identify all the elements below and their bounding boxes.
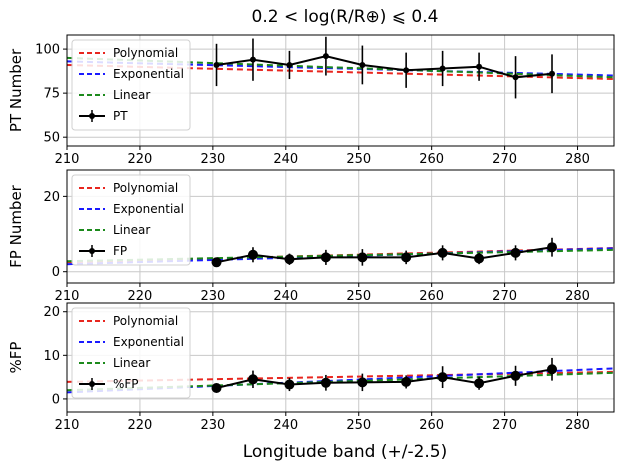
data-point xyxy=(320,252,331,263)
x-tick-label: 250 xyxy=(346,289,371,304)
legend-label: Exponential xyxy=(113,202,184,216)
legend-box xyxy=(71,307,191,399)
data-line xyxy=(216,368,553,389)
data-point xyxy=(512,74,519,81)
data-point xyxy=(211,257,222,268)
legend-label: Polynomial xyxy=(113,46,178,60)
data-point xyxy=(284,379,295,390)
data-point xyxy=(403,67,410,74)
legend: Polynomial Exponential Linear PT xyxy=(71,39,191,131)
x-tick-label: 220 xyxy=(128,289,153,304)
data-point xyxy=(476,63,483,70)
data-point xyxy=(213,61,220,68)
data-point xyxy=(247,374,258,385)
chart-title: 0.2 < log(R/R⊕) ⩽ 0.4 xyxy=(252,7,439,27)
data-point xyxy=(437,372,448,383)
x-tick-label: 240 xyxy=(273,152,298,167)
x-tick-label: 240 xyxy=(273,289,298,304)
x-tick-label: 270 xyxy=(492,152,517,167)
legend-label: Linear xyxy=(113,356,150,370)
y-axis-label: %FP xyxy=(7,342,25,374)
legend-swatch-marker xyxy=(89,381,95,387)
data-point xyxy=(357,377,368,388)
x-tick-label: 270 xyxy=(492,418,517,433)
y-axis-label: FP Number xyxy=(7,184,25,268)
legend-box xyxy=(71,39,191,131)
legend: Polynomial Exponential Linear FP xyxy=(71,174,191,266)
x-tick-label: 210 xyxy=(55,152,80,167)
data-point xyxy=(547,242,558,253)
y-tick-label: 20 xyxy=(43,190,60,205)
y-tick-label: 0 xyxy=(52,392,60,407)
data-point xyxy=(359,61,366,68)
data-point xyxy=(549,70,556,77)
x-tick-label: 220 xyxy=(128,152,153,167)
data-point xyxy=(211,383,222,394)
legend-label: FP xyxy=(113,244,127,258)
legend-label: PT xyxy=(113,109,128,123)
x-tick-label: 250 xyxy=(346,418,371,433)
x-tick-label: 220 xyxy=(128,418,153,433)
y-tick-label: 75 xyxy=(43,87,60,102)
data-point xyxy=(401,252,412,263)
x-tick-label: 280 xyxy=(565,152,590,167)
data-point xyxy=(286,61,293,68)
x-tick-label: 280 xyxy=(565,418,590,433)
panel-1: 210 220 230 240 250 260 270 280 50 75 100 PT Number… xyxy=(7,34,615,167)
legend-label: Linear xyxy=(113,88,150,102)
data-point xyxy=(474,378,485,389)
data-point xyxy=(510,370,521,381)
data-point xyxy=(437,247,448,258)
y-tick-label: 20 xyxy=(43,305,60,320)
y-tick-label: 100 xyxy=(35,43,60,58)
data-line xyxy=(216,55,553,79)
data-line xyxy=(216,246,553,264)
legend-box xyxy=(71,174,191,266)
data-point xyxy=(401,376,412,387)
data-point xyxy=(357,252,368,263)
axes-frame xyxy=(66,34,615,147)
axes-frame xyxy=(66,302,615,413)
y-tick-label: 10 xyxy=(43,349,60,364)
data-point xyxy=(439,65,446,72)
legend: Polynomial Exponential Linear %FP xyxy=(71,307,191,399)
x-tick-label: 240 xyxy=(273,418,298,433)
y-tick-label: 50 xyxy=(43,131,60,146)
x-axis-label: Longitude band (+/-2.5) xyxy=(243,442,448,462)
data-point xyxy=(510,247,521,258)
x-tick-label: 260 xyxy=(419,152,444,167)
legend-label: Linear xyxy=(113,223,150,237)
panel-3: 210 220 230 240 250 260 270 28001020%FPPolynomi… xyxy=(7,302,615,433)
x-tick-label: 230 xyxy=(200,418,225,433)
axes-frame xyxy=(66,169,615,284)
legend-swatch-marker xyxy=(89,113,95,119)
data-point xyxy=(320,377,331,388)
y-axis-label: PT Number xyxy=(7,48,25,132)
x-tick-label: 260 xyxy=(419,418,444,433)
x-tick-label: 230 xyxy=(200,152,225,167)
legend-label: Exponential xyxy=(113,335,184,349)
x-tick-label: 280 xyxy=(565,289,590,304)
data-point xyxy=(284,254,295,265)
legend-label: Exponential xyxy=(113,67,184,81)
panel-2: 210 220 230 240 250 260 270 280 0 20 FP Number Poly… xyxy=(7,169,615,304)
legend-label: %FP xyxy=(113,377,139,391)
y-tick-label: 0 xyxy=(52,265,60,280)
x-tick-label: 210 xyxy=(55,289,80,304)
legend-label: Polynomial xyxy=(113,181,178,195)
x-tick-label: 270 xyxy=(492,289,517,304)
legend-label: Polynomial xyxy=(113,314,178,328)
data-point xyxy=(249,56,256,63)
legend-swatch-marker xyxy=(89,248,95,254)
x-tick-label: 260 xyxy=(419,289,444,304)
data-point xyxy=(322,53,329,60)
x-tick-label: 210 xyxy=(55,418,80,433)
x-tick-label: 230 xyxy=(200,289,225,304)
x-tick-label: 250 xyxy=(346,152,371,167)
data-point xyxy=(547,364,558,375)
data-point xyxy=(474,253,485,264)
data-point xyxy=(247,249,258,260)
